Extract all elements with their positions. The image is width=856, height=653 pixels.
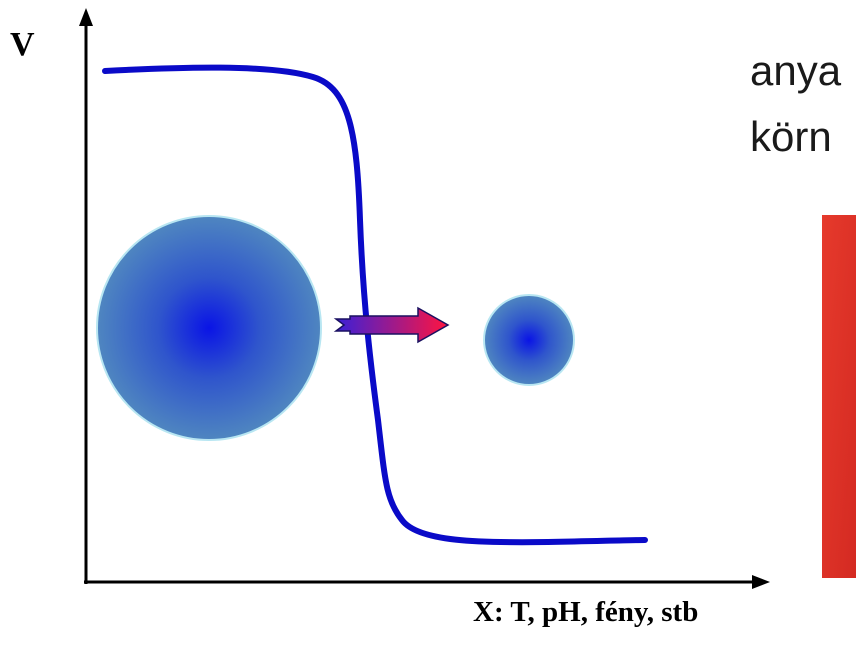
y-axis-label: V xyxy=(10,26,35,63)
transition-curve xyxy=(102,64,648,546)
side-text-line-1: anya xyxy=(750,47,842,94)
red-panel xyxy=(822,215,856,578)
side-text-line-2: körn xyxy=(750,113,832,160)
x-axis-label: X: T, pH, fény, stb xyxy=(473,596,699,628)
swollen-sphere-icon xyxy=(96,215,322,441)
collapsed-sphere-icon xyxy=(483,294,575,386)
right-arrow-icon xyxy=(333,306,450,344)
y-axis-arrowhead-icon xyxy=(79,8,93,26)
x-axis-arrowhead-icon xyxy=(752,575,770,589)
